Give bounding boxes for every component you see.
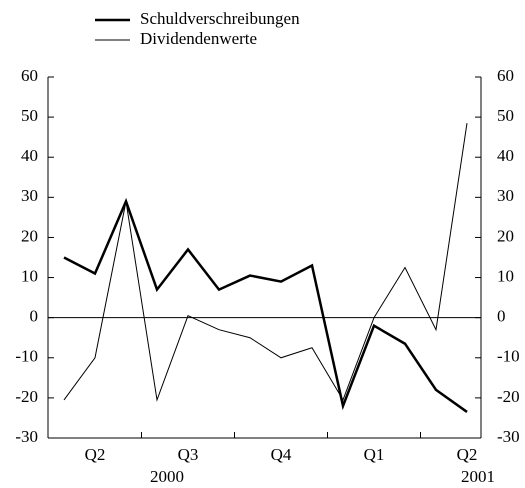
year-label: 2000	[150, 467, 184, 486]
y-tick-label: -20	[15, 387, 38, 406]
y-tick-label: -30	[15, 427, 38, 446]
x-tick-label: Q4	[271, 445, 292, 464]
legend-label: Dividendenwerte	[140, 29, 257, 48]
y2-tick-label: -30	[497, 427, 520, 446]
y-tick-label: 10	[21, 266, 38, 285]
legend-label: Schuldverschreibungen	[140, 9, 300, 28]
x-tick-label: Q2	[85, 445, 106, 464]
y2-tick-label: 60	[497, 66, 514, 85]
y2-tick-label: 10	[497, 266, 514, 285]
y-tick-label: 40	[21, 146, 38, 165]
y-tick-label: 30	[21, 186, 38, 205]
y2-tick-label: -10	[497, 347, 520, 366]
y2-tick-label: 40	[497, 146, 514, 165]
series-line	[63, 123, 468, 402]
y2-tick-label: 0	[497, 307, 506, 326]
x-tick-label: Q3	[178, 445, 199, 464]
x-tick-label: Q1	[364, 445, 385, 464]
y-tick-label: 50	[21, 106, 38, 125]
y-tick-label: 60	[21, 66, 38, 85]
y2-tick-label: 50	[497, 106, 514, 125]
y-tick-label: -10	[15, 347, 38, 366]
y-tick-label: 20	[21, 226, 38, 245]
year-label: 2001	[461, 467, 495, 486]
y2-tick-label: -20	[497, 387, 520, 406]
series-line	[63, 197, 468, 413]
y-tick-label: 0	[30, 307, 39, 326]
x-tick-label: Q2	[457, 445, 478, 464]
y2-tick-label: 20	[497, 226, 514, 245]
y2-tick-label: 30	[497, 186, 514, 205]
